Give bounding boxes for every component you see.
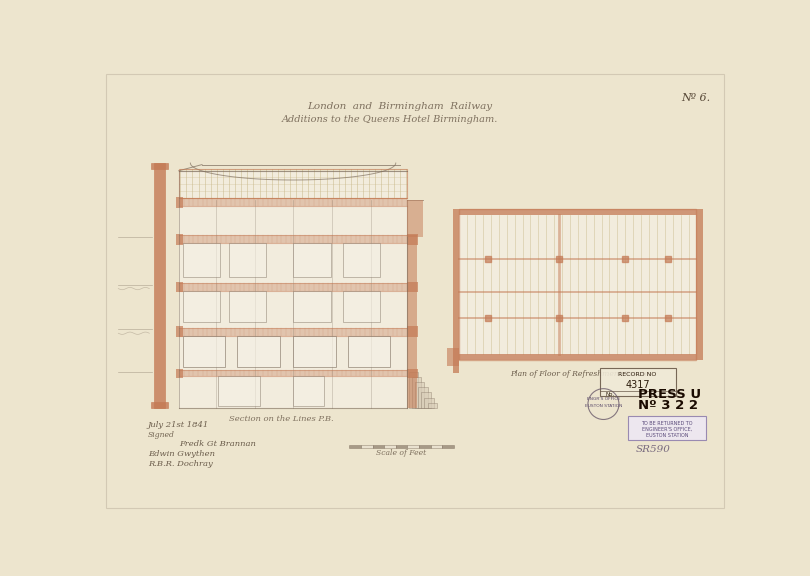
Bar xyxy=(179,236,407,243)
Bar xyxy=(237,336,279,367)
Bar xyxy=(459,209,697,360)
Bar xyxy=(151,163,168,169)
Bar xyxy=(421,392,431,408)
Text: July 21st 1841: July 21st 1841 xyxy=(147,421,209,429)
Bar xyxy=(599,368,676,396)
Bar xyxy=(412,377,421,408)
Bar xyxy=(407,200,423,237)
Text: PRESS U: PRESS U xyxy=(637,388,701,400)
Bar xyxy=(179,170,407,408)
Text: London  and  Birmingham  Railway: London and Birmingham Railway xyxy=(307,101,492,111)
Bar xyxy=(182,336,225,367)
Text: Nº 6.: Nº 6. xyxy=(681,93,710,103)
Bar xyxy=(431,445,442,448)
Text: EUSTON STATION: EUSTON STATION xyxy=(646,433,688,438)
Bar xyxy=(459,209,697,360)
Bar xyxy=(373,445,384,448)
Bar xyxy=(407,369,418,378)
Bar xyxy=(428,403,437,408)
Bar xyxy=(442,445,454,448)
Bar xyxy=(407,234,418,245)
Bar xyxy=(176,234,183,245)
Bar xyxy=(182,243,220,277)
Bar xyxy=(349,445,361,448)
Bar xyxy=(179,169,407,199)
Bar xyxy=(151,402,168,408)
Bar xyxy=(407,445,419,448)
Bar xyxy=(407,236,416,408)
Bar xyxy=(293,291,330,321)
Bar xyxy=(453,209,459,373)
Text: Edwin Gwythen: Edwin Gwythen xyxy=(147,450,215,458)
Bar xyxy=(179,283,407,291)
Bar xyxy=(361,445,373,448)
Bar xyxy=(418,387,428,408)
Bar xyxy=(415,382,424,408)
Bar xyxy=(179,370,407,376)
Bar xyxy=(179,328,407,336)
Bar xyxy=(293,336,336,367)
Bar xyxy=(407,282,418,293)
Bar xyxy=(459,354,697,360)
Bar xyxy=(293,376,325,406)
Text: R.B.R. Dochray: R.B.R. Dochray xyxy=(147,460,212,468)
Text: Signed: Signed xyxy=(147,431,175,439)
Text: ENGINEER'S OFFICE,: ENGINEER'S OFFICE, xyxy=(642,427,692,432)
Bar xyxy=(459,209,697,215)
Bar xyxy=(407,326,418,337)
Bar xyxy=(154,163,164,408)
Bar xyxy=(347,336,390,367)
Bar xyxy=(218,376,260,406)
Bar xyxy=(176,282,183,293)
Bar xyxy=(424,397,433,408)
Text: 4317: 4317 xyxy=(625,380,650,390)
Text: Nº 3 2 2: Nº 3 2 2 xyxy=(637,399,697,412)
Text: ENGR'S OFFICE: ENGR'S OFFICE xyxy=(587,397,620,401)
Bar xyxy=(343,243,380,277)
Text: Section on the Lines P.B.: Section on the Lines P.B. xyxy=(228,415,334,423)
Bar xyxy=(179,199,407,206)
Bar xyxy=(293,243,330,277)
Bar xyxy=(396,445,407,448)
Bar xyxy=(384,445,396,448)
Bar xyxy=(343,291,380,321)
Text: Plan of Floor of Refreshment Room: Plan of Floor of Refreshment Room xyxy=(509,370,646,378)
Bar xyxy=(409,372,418,408)
Bar xyxy=(629,416,706,440)
Text: TO BE RETURNED TO: TO BE RETURNED TO xyxy=(642,421,693,426)
Text: Scale of Feet: Scale of Feet xyxy=(377,449,427,457)
Text: No.: No. xyxy=(606,392,615,396)
Bar xyxy=(697,209,702,360)
Bar xyxy=(176,197,183,208)
Bar xyxy=(447,348,459,366)
Text: RECORD NO: RECORD NO xyxy=(618,372,657,377)
Text: EUSTON STATION: EUSTON STATION xyxy=(585,404,622,408)
Text: SR590: SR590 xyxy=(636,445,671,454)
Bar xyxy=(176,369,183,378)
Bar xyxy=(176,326,183,337)
Text: Additions to the Queens Hotel Birmingham.: Additions to the Queens Hotel Birmingham… xyxy=(281,115,497,124)
Bar xyxy=(229,291,266,321)
Bar xyxy=(182,291,220,321)
Bar xyxy=(229,243,266,277)
Text: Fredk Gt Brannan: Fredk Gt Brannan xyxy=(179,440,256,448)
Bar xyxy=(419,445,431,448)
